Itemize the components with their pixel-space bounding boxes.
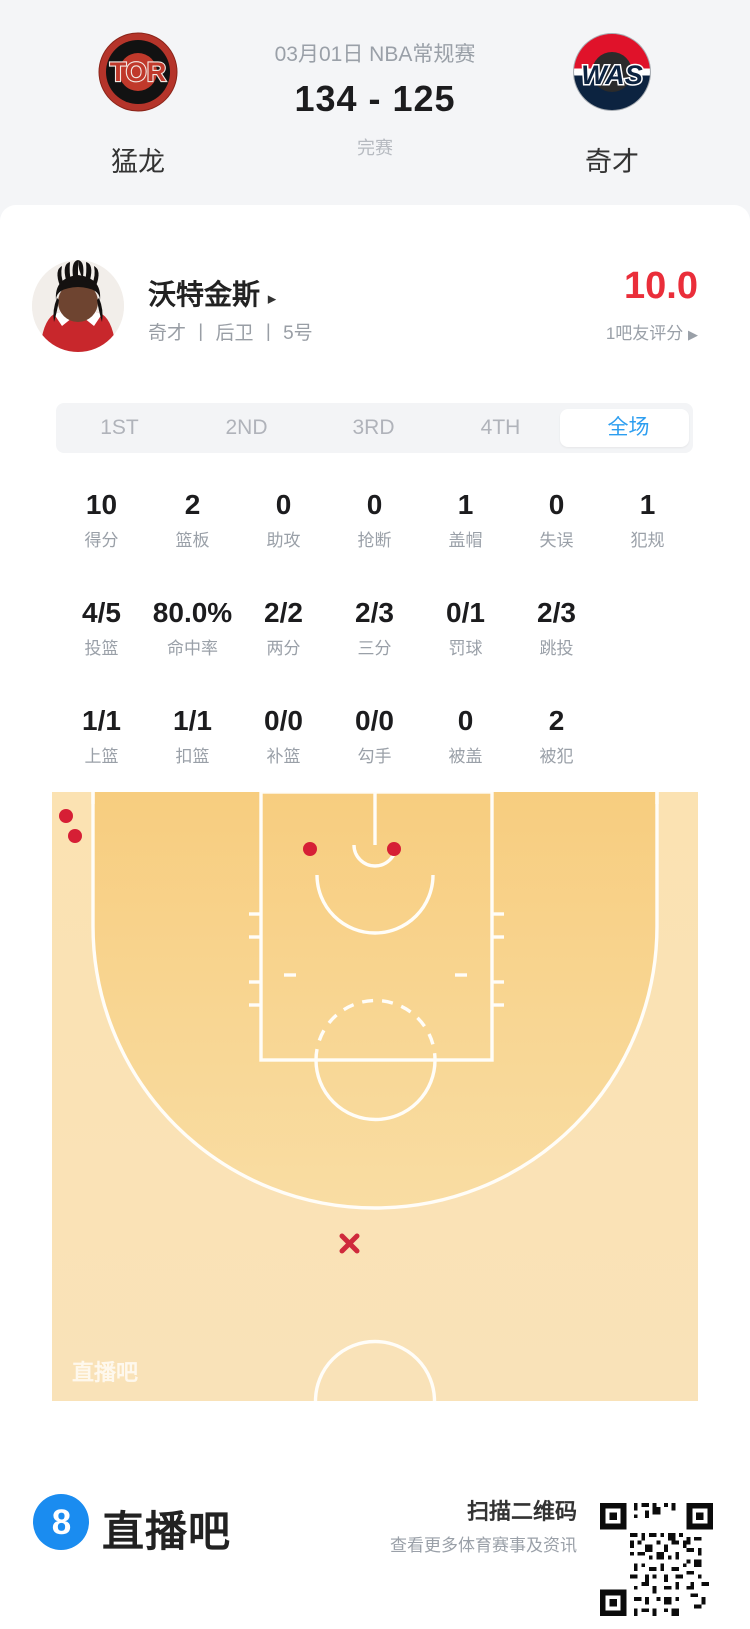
svg-text:直播吧: 直播吧 [72,1360,138,1385]
svg-text:8: 8 [52,1503,71,1542]
